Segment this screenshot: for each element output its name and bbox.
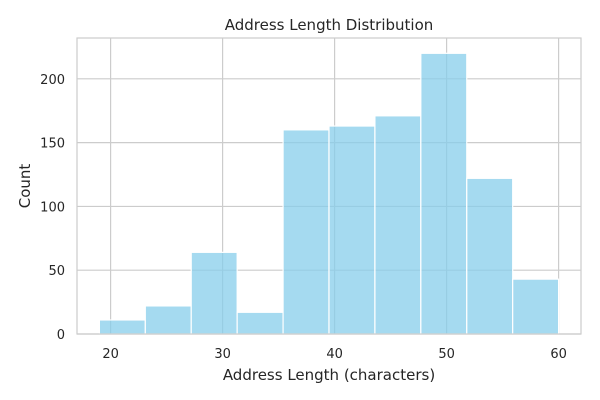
x-tick-label: 20 [102,347,119,362]
frame-layer [76,37,582,335]
histogram-bar [144,305,192,335]
x-axis-label: Address Length (characters) [223,366,435,384]
histogram-bar [282,129,330,335]
histogram-bar [190,251,238,335]
x-tick-label: 50 [438,347,455,362]
x-tick-label: 60 [550,347,567,362]
ticks-layer: 20 30 40 50 60 0 50 100 150 200 [40,73,567,362]
y-tick-label: 50 [48,264,65,279]
x-tick-label: 40 [326,347,343,362]
y-tick-label: 200 [40,73,65,88]
histogram-bar [420,52,468,335]
bars-layer [98,52,560,335]
y-tick-label: 0 [57,328,65,343]
x-tick-label: 30 [214,347,231,362]
histogram-bar [374,115,422,335]
y-tick-label: 100 [40,200,65,215]
histogram-bar [328,125,376,335]
y-tick-label: 150 [40,137,65,152]
histogram-bar [98,319,146,335]
histogram-bar [466,177,514,335]
histogram-bar [236,311,284,335]
y-axis-label: Count [16,164,34,209]
chart-title: Address Length Distribution [225,16,434,34]
histogram-bar [512,278,560,335]
plot-frame [76,37,582,335]
